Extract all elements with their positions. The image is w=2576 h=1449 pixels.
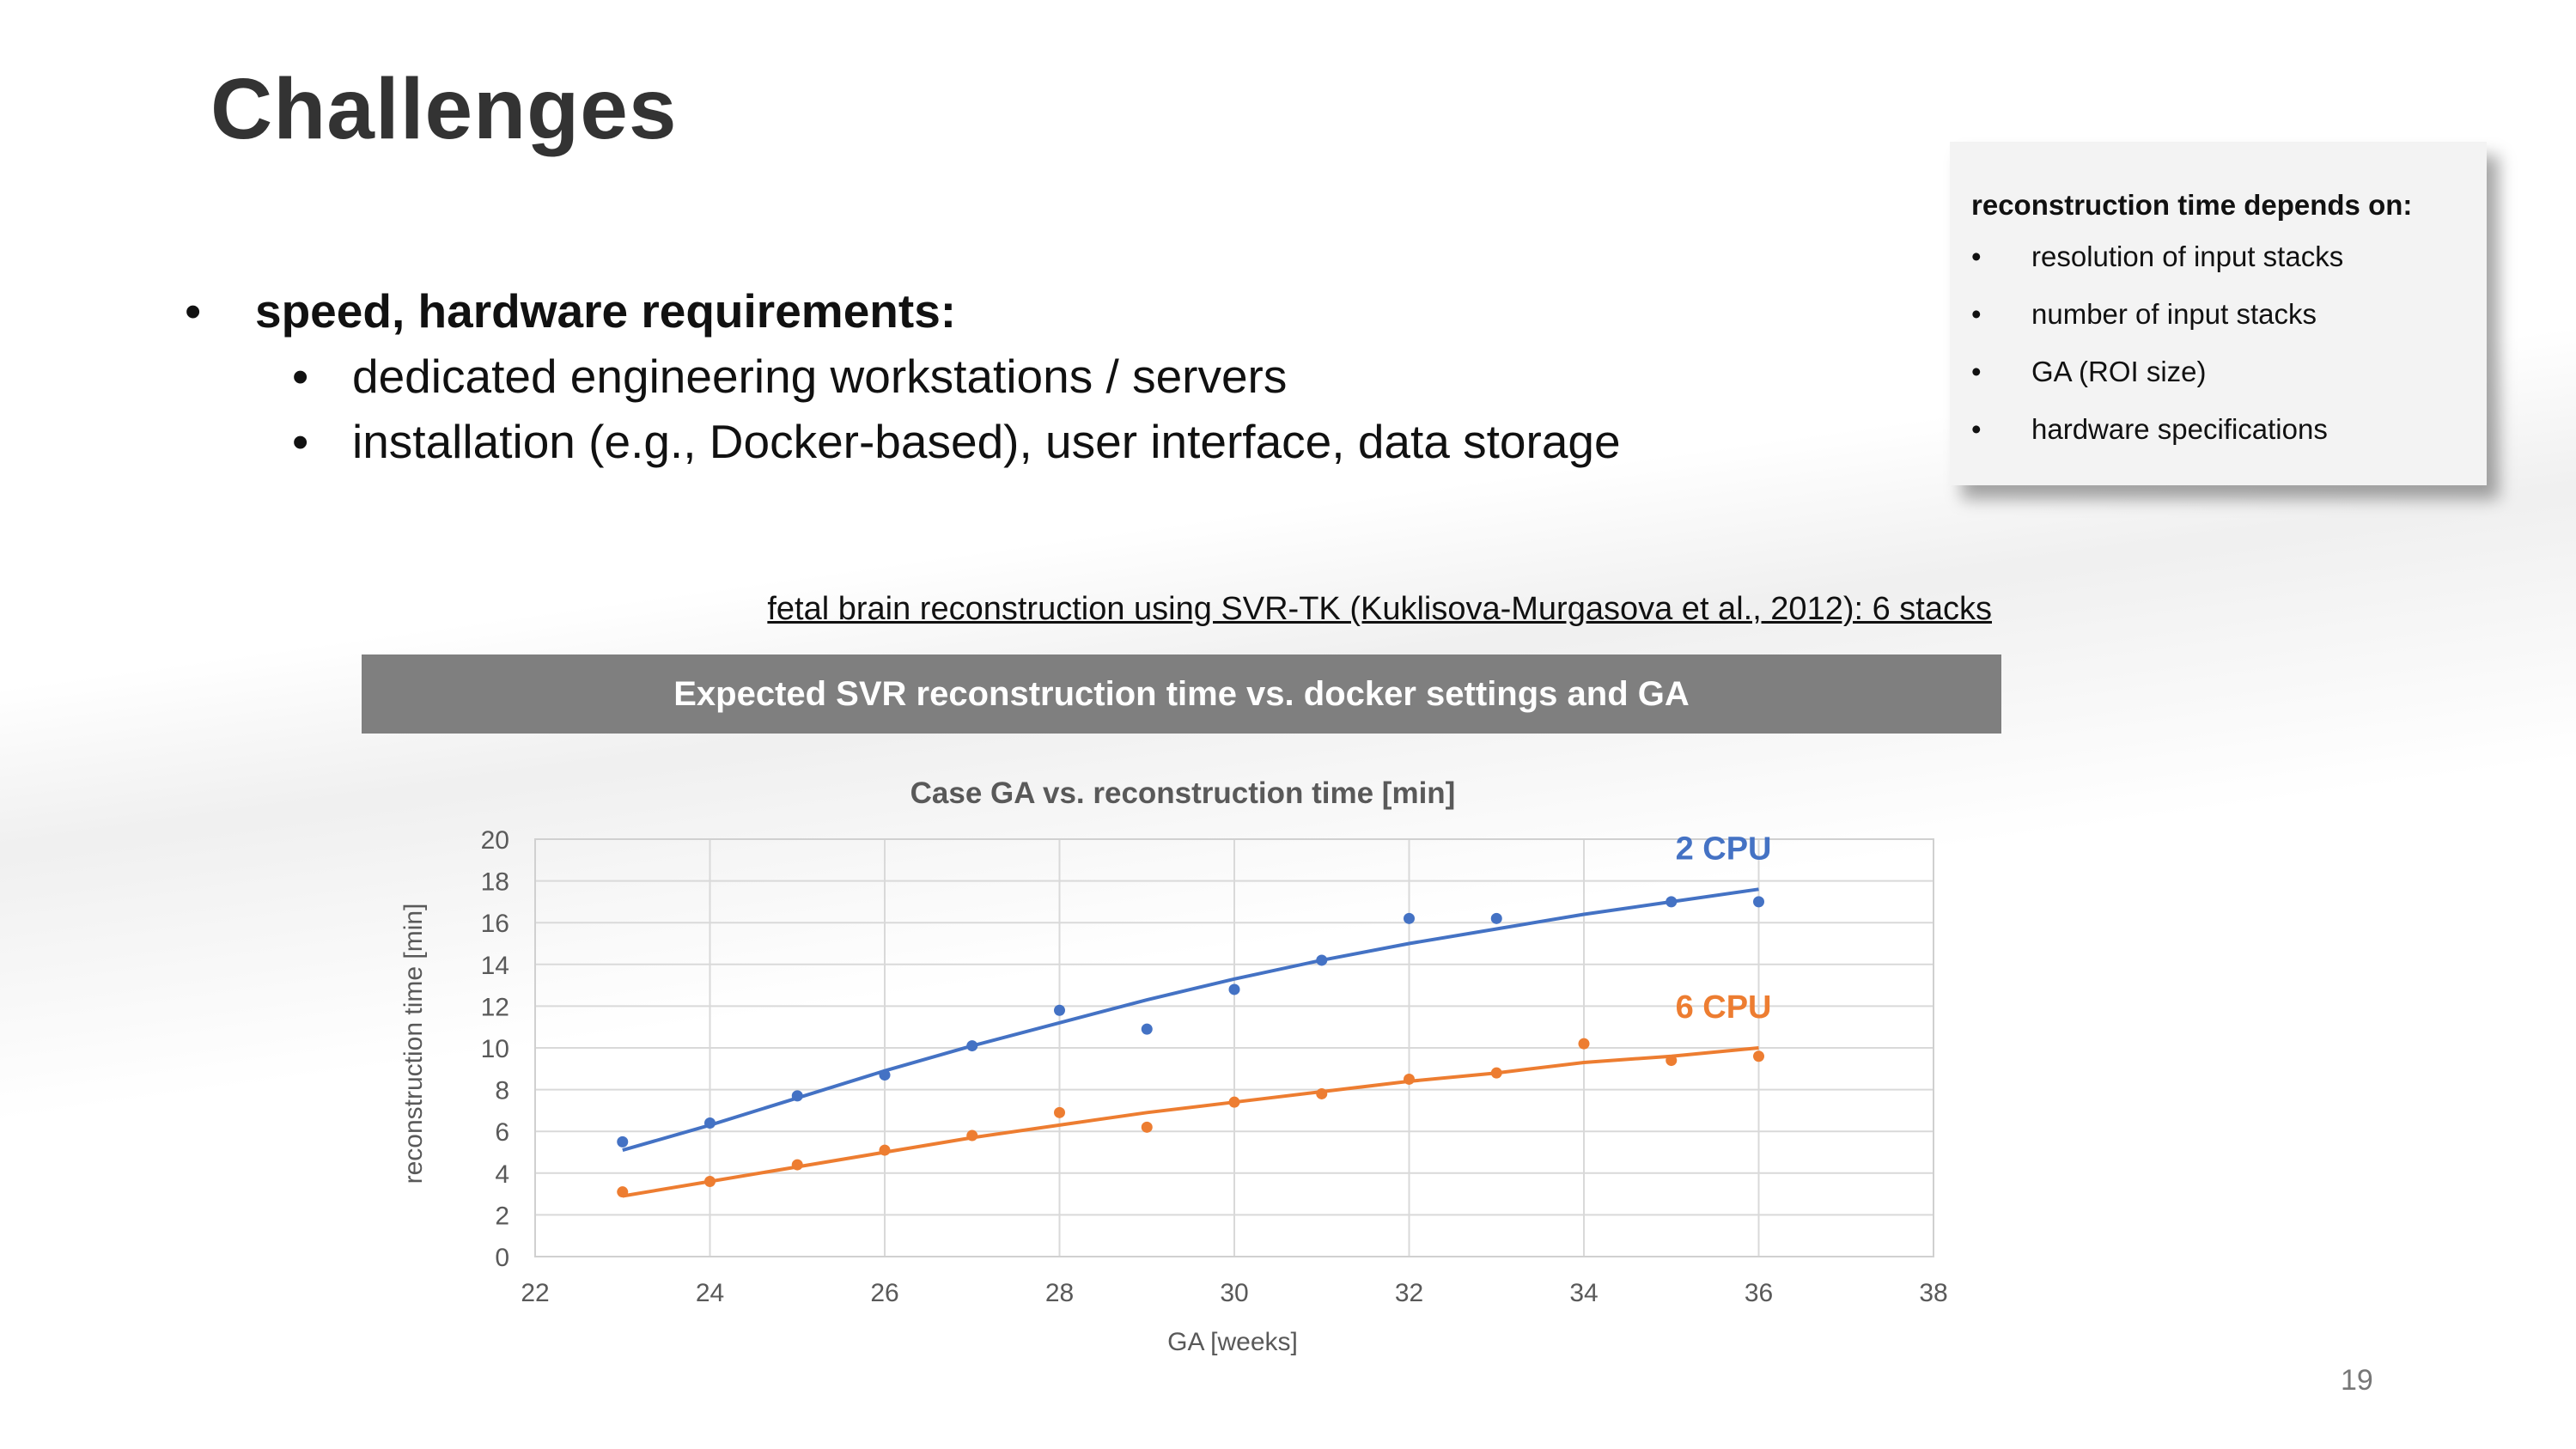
info-box-item-text: hardware specifications (2031, 413, 2328, 445)
bullet-dot-icon: • (1971, 356, 1982, 387)
chart-banner: Expected SVR reconstruction time vs. doc… (362, 654, 2001, 734)
y-tick-label: 18 (481, 868, 509, 897)
trendline-6-cpu (622, 1046, 1759, 1198)
bullet-dot-icon: • (1971, 298, 1982, 330)
data-point (617, 1186, 629, 1198)
data-point (1228, 1096, 1240, 1108)
data-point (1054, 1106, 1065, 1118)
series-label: 6 CPU (1676, 989, 1772, 1026)
data-point (1141, 1121, 1153, 1133)
y-tick-label: 12 (481, 993, 509, 1021)
chart-grid (534, 838, 1934, 1257)
x-tick-label: 22 (521, 1279, 549, 1307)
y-tick-label: 10 (481, 1035, 509, 1063)
x-tick-label: 38 (1919, 1279, 1947, 1307)
data-point (1316, 954, 1328, 966)
data-point (1666, 1055, 1678, 1067)
data-point (1228, 983, 1240, 995)
y-axis-label: reconstruction time [min] (399, 904, 428, 1184)
y-tick-label: 0 (495, 1244, 509, 1272)
reference-link[interactable]: fetal brain reconstruction using SVR-TK … (767, 591, 1992, 627)
info-box-item-text: number of input stacks (2031, 298, 2317, 330)
x-tick-label: 30 (1220, 1279, 1248, 1307)
data-point (791, 1159, 803, 1171)
bullet-dot-icon: • (185, 284, 202, 338)
y-tick-label: 14 (481, 952, 509, 980)
data-point (1490, 912, 1502, 924)
data-point (617, 1135, 629, 1148)
y-tick-label: 16 (481, 910, 509, 938)
data-point (1578, 1038, 1590, 1050)
info-box-item: • resolution of input stacks (1971, 240, 2487, 298)
data-point (1490, 1067, 1502, 1079)
data-point (1316, 1087, 1328, 1099)
x-axis-label: GA [weeks] (1167, 1328, 1298, 1356)
bullet-dot-icon: • (292, 415, 309, 468)
x-tick-label: 26 (870, 1279, 898, 1307)
data-point (1666, 896, 1678, 908)
bullet-dot-icon: • (1971, 413, 1982, 445)
data-point (1753, 1050, 1764, 1062)
data-point (1404, 912, 1415, 924)
bullet-sub-text: dedicated engineering workstations / ser… (352, 350, 1288, 403)
bullet-dot-icon: • (1971, 240, 1982, 272)
page-number: 19 (2341, 1364, 2373, 1397)
y-tick-label: 8 (495, 1077, 509, 1105)
info-box-item-text: GA (ROI size) (2031, 356, 2207, 387)
x-tick-label: 36 (1745, 1279, 1773, 1307)
x-tick-label: 32 (1395, 1279, 1423, 1307)
info-box-item: • number of input stacks (1971, 298, 2487, 356)
data-point (879, 1069, 891, 1081)
x-tick-label: 34 (1569, 1279, 1598, 1307)
bullet-dot-icon: • (292, 350, 309, 403)
data-point (1141, 1023, 1153, 1035)
data-point (1753, 896, 1764, 908)
x-tick-label: 28 (1045, 1279, 1074, 1307)
slide-title: Challenges (210, 61, 678, 157)
bullet-main-text: speed, hardware requirements: (255, 284, 957, 338)
y-tick-label: 6 (495, 1118, 509, 1147)
info-box-item-text: resolution of input stacks (2031, 240, 2344, 272)
data-point (704, 1117, 716, 1129)
chart-series: 2 CPU 6 CPU (617, 831, 1772, 1198)
info-box: reconstruction time depends on: • resolu… (1950, 142, 2487, 485)
bullet-sub-text: installation (e.g., Docker-based), user … (352, 415, 1621, 468)
y-tick-label: 4 (495, 1160, 509, 1189)
data-point (791, 1090, 803, 1102)
data-point (966, 1129, 978, 1142)
y-tick-label: 20 (481, 826, 509, 855)
plot-area-border (534, 838, 1934, 1257)
data-point (966, 1040, 978, 1052)
info-box-heading: reconstruction time depends on: (1971, 189, 2413, 221)
chart-title: Case GA vs. reconstruction time [min] (910, 776, 1456, 810)
trendline-2-cpu (622, 887, 1759, 1153)
data-point (704, 1176, 716, 1188)
x-tick-label: 24 (696, 1279, 724, 1307)
data-point (1054, 1004, 1065, 1016)
y-tick-label: 2 (495, 1202, 509, 1230)
info-box-item: • GA (ROI size) (1971, 356, 2487, 413)
data-point (879, 1144, 891, 1156)
data-point (1404, 1073, 1415, 1085)
info-box-item: • hardware specifications (1971, 413, 2487, 471)
series-label: 2 CPU (1676, 831, 1772, 867)
